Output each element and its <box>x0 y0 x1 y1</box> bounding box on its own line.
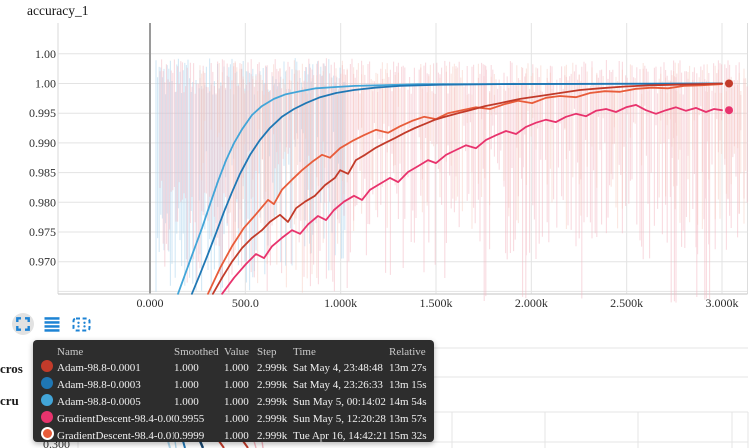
tooltip-row: Adam-98.8-0.0003 1.000 1.000 2.999k Sat May … <box>41 376 434 394</box>
y-tick-label: 0.975 <box>29 225 56 239</box>
card-toolbar <box>12 313 92 335</box>
tooltip-row: Adam-98.8-0.0001 1.000 1.000 2.999k Sat May … <box>41 359 434 377</box>
y-tick-label: 0.990 <box>29 136 56 150</box>
tooltip-cell-name: GradientDescent-98.4-0.01 <box>57 430 174 442</box>
y-tick-label: 1.00 <box>35 77 56 91</box>
tooltip-cell-step: 2.999k <box>257 413 288 425</box>
second-chart-curve-sliver <box>174 440 177 448</box>
tooltip-cell-relative: 14m 54s <box>389 396 427 408</box>
run-color-dot <box>41 427 54 440</box>
tooltip-cell-time: Sun May 5, 12:20:28 <box>293 413 386 425</box>
raw-series-gd-raw-pink-2 <box>199 60 747 293</box>
tooltip-cell-relative: 15m 32s <box>389 430 427 442</box>
second-chart-curve-sliver <box>242 440 249 448</box>
tooltip-cell-step: 2.999k <box>257 430 288 442</box>
tooltip-cell-smoothed: 0.9955 <box>174 413 205 425</box>
tooltip-header: Time <box>293 346 316 358</box>
tooltip-cell-smoothed: 0.9999 <box>174 430 205 442</box>
tooltip-cell-relative: 13m 57s <box>389 413 427 425</box>
x-tick-label: 3.000k <box>706 296 739 310</box>
tooltip-header: Step <box>257 346 277 358</box>
run-line-Adam-98.8-0.0003 <box>190 82 723 295</box>
run-endpoint-GradientDescent-98.4-0.0005 <box>725 106 733 115</box>
tooltip-cell-relative: 13m 27s <box>389 362 427 374</box>
x-tick-label: 1.000k <box>324 296 357 310</box>
tooltip-cell-smoothed: 1.000 <box>174 362 199 374</box>
x-tick-label: 2.000k <box>515 296 548 310</box>
chart-title: accuracy_1 <box>27 3 89 18</box>
tooltip-cell-relative: 13m 15s <box>389 379 427 391</box>
fit-domain-icon <box>72 317 90 331</box>
tooltip-cell-time: Sat May 4, 23:26:33 <box>293 379 383 391</box>
run-line-GradientDescent-98.4-0.01 <box>207 83 723 295</box>
tooltip-cell-name: Adam-98.8-0.0003 <box>57 379 141 391</box>
tooltip-header: Smoothed <box>174 346 219 358</box>
tooltip-header: Relative <box>389 346 426 358</box>
run-color-dot <box>41 393 53 406</box>
y-tick-label: 0.980 <box>29 195 56 209</box>
run-line-GradientDescent-98.4-0.0005 <box>221 104 723 295</box>
fullscreen-icon <box>16 317 30 331</box>
x-tick-label: 2.500k <box>610 296 643 310</box>
tooltip-cell-time: Sat May 4, 23:48:48 <box>293 362 383 374</box>
tooltip-cell-step: 2.999k <box>257 396 288 408</box>
tooltip-cell-name: Adam-98.8-0.0005 <box>57 396 141 408</box>
tooltip-cell-value: 1.000 <box>224 396 249 408</box>
tooltip-cell-value: 1.000 <box>224 430 249 442</box>
second-chart-curve-sliver <box>167 440 171 448</box>
fit-domain-button[interactable] <box>70 313 92 335</box>
y-tick-label: 0.995 <box>29 106 56 120</box>
hover-tooltip: Name Smoothed Value Step Time Relative Adam-98… <box>33 340 434 442</box>
tooltip-cell-time: Tue Apr 16, 14:42:21 <box>293 430 388 442</box>
tooltip-cell-name: Adam-98.8-0.0001 <box>57 362 141 374</box>
tooltip-cell-value: 1.000 <box>224 379 249 391</box>
tooltip-header-row: Name Smoothed Value Step Time Relative <box>41 344 434 360</box>
run-color-dot <box>41 410 53 423</box>
run-line-Adam-98.8-0.0001 <box>211 82 723 295</box>
tooltip-row: Adam-98.8-0.0005 1.000 1.000 2.999k Sun May … <box>41 393 434 411</box>
hidden-text-fragment-1: cros <box>0 361 23 376</box>
tooltip-cell-step: 2.999k <box>257 362 288 374</box>
second-chart-y-label: 0.300 <box>43 437 70 448</box>
tooltip-cell-smoothed: 1.000 <box>174 396 199 408</box>
second-chart-curve-sliver <box>253 440 257 448</box>
tooltip-cell-smoothed: 1.000 <box>174 379 199 391</box>
second-chart-remnants <box>77 347 749 448</box>
x-tick-label: 1.500k <box>420 296 453 310</box>
hidden-text-fragment-2: cru <box>0 393 19 408</box>
menu-icon <box>44 316 60 332</box>
tooltip-cell-time: Sun May 5, 00:14:02 <box>293 396 386 408</box>
tooltip-header: Value <box>224 346 250 358</box>
x-tick-label: 0.000 <box>137 296 164 310</box>
second-chart-curve-sliver <box>198 440 205 448</box>
x-tick-label: 500.0 <box>232 296 259 310</box>
second-chart-curve-sliver <box>261 440 264 448</box>
run-line-Adam-98.8-0.0005 <box>177 82 723 295</box>
y-tick-label: 0.970 <box>29 255 56 269</box>
tooltip-cell-step: 2.999k <box>257 379 288 391</box>
tooltip-cell-value: 1.000 <box>224 362 249 374</box>
y-tick-label: 1.00 <box>35 47 56 61</box>
second-chart-curve-sliver <box>218 440 225 448</box>
run-endpoint-Adam-98.8-0.0001 <box>725 79 733 88</box>
tooltip-cell-name: GradientDescent-98.4-0.0005 <box>57 413 174 425</box>
run-color-dot <box>41 359 53 372</box>
tooltip-cell-value: 1.000 <box>224 413 249 425</box>
tooltip-row: GradientDescent-98.4-0.01 0.9999 1.000 2.99… <box>41 427 434 445</box>
second-chart-curve-sliver <box>182 440 186 448</box>
run-color-dot <box>41 376 53 389</box>
tooltip-header: Name <box>57 346 84 358</box>
y-tick-label: 0.985 <box>29 166 56 180</box>
menu-button[interactable] <box>41 313 63 335</box>
fullscreen-button[interactable] <box>12 313 34 335</box>
